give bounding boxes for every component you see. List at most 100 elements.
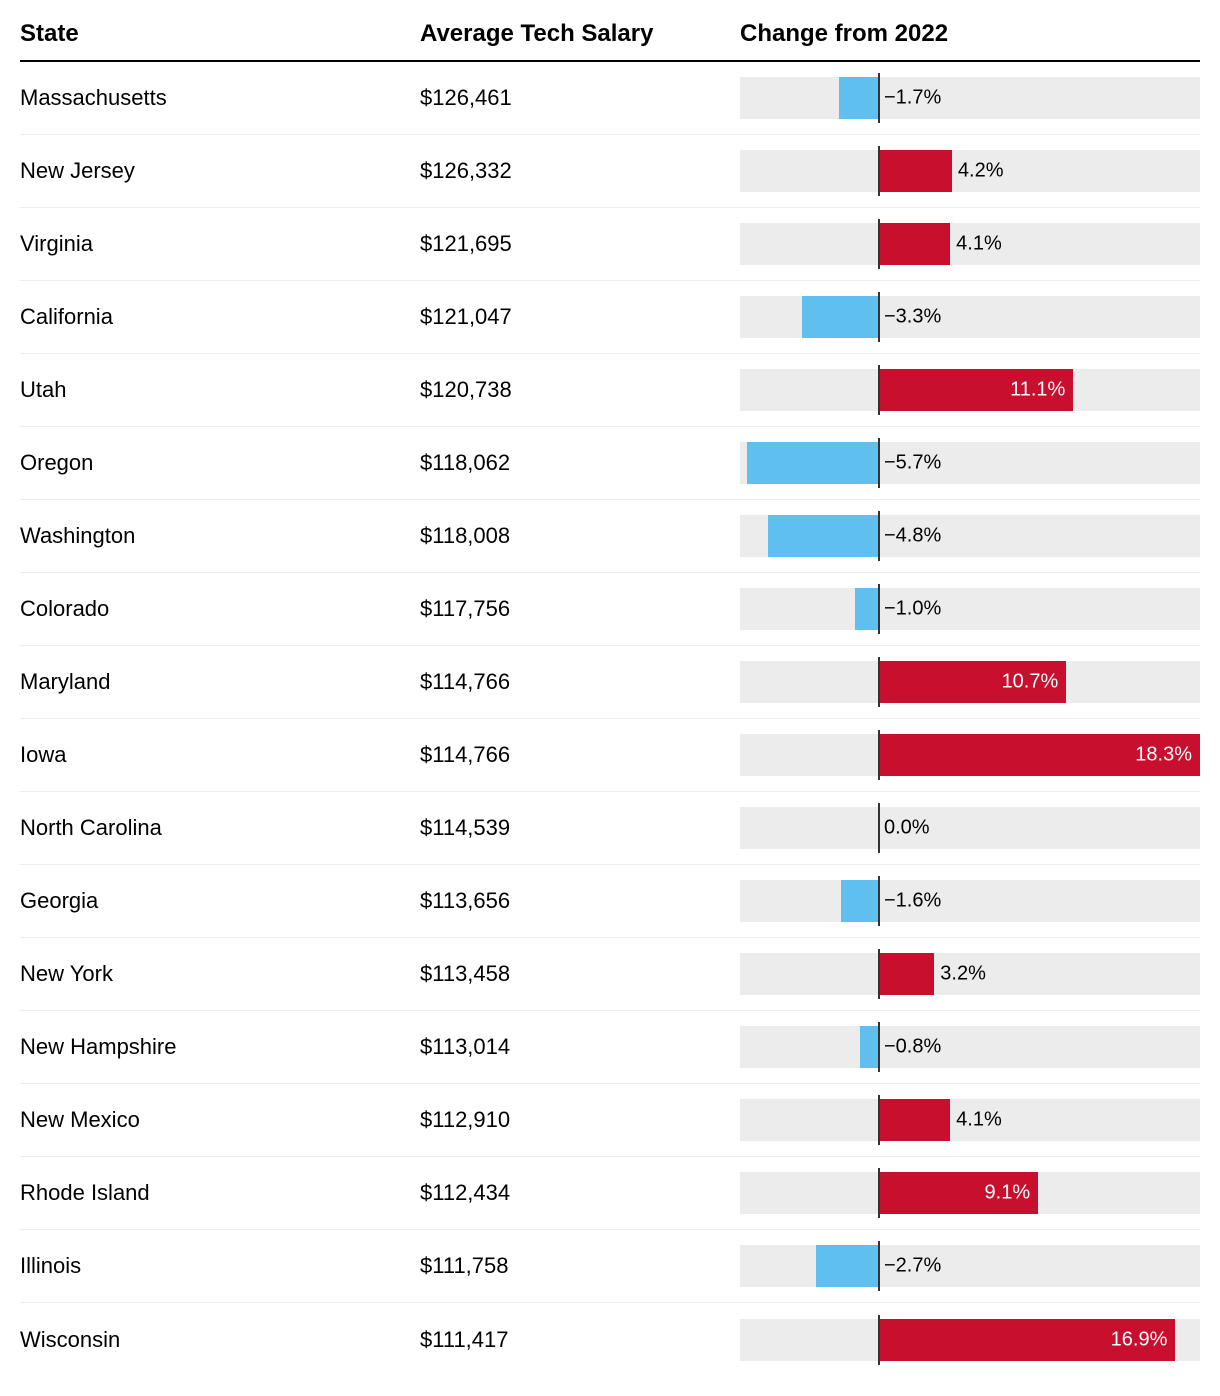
- state-cell: New Hampshire: [20, 1034, 420, 1060]
- table-row: New York$113,458 3.2%: [20, 938, 1200, 1011]
- change-bar-cell: −5.7%: [740, 442, 1200, 484]
- bar-axis: [878, 803, 880, 853]
- bar-fill: [839, 77, 878, 119]
- table-row: Wisconsin$111,41716.9%: [20, 1303, 1200, 1376]
- bar-label: 10.7%: [1002, 671, 1067, 694]
- bar-axis: [878, 1315, 880, 1365]
- bar-label: −2.7%: [884, 1255, 941, 1278]
- state-cell: Iowa: [20, 742, 420, 768]
- table-row: Iowa$114,766 18.3%: [20, 719, 1200, 792]
- column-header-state: State: [20, 20, 420, 48]
- change-bar-cell: 0.0%: [740, 807, 1200, 849]
- change-bar-cell: −1.7%: [740, 77, 1200, 119]
- bar-axis: [878, 1241, 880, 1291]
- bar-label: −5.7%: [884, 452, 941, 475]
- change-bar-cell: −1.6%: [740, 880, 1200, 922]
- bar-fill: [816, 1245, 878, 1287]
- table-header-row: State Average Tech Salary Change from 20…: [20, 20, 1200, 62]
- table-body: Massachusetts$126,461 −1.7% New Jersey$126…: [20, 62, 1200, 1376]
- bar-fill: [855, 588, 878, 630]
- table-row: North Carolina$114,5390.0%: [20, 792, 1200, 865]
- salary-cell: $111,417: [420, 1327, 740, 1353]
- bar-label: −1.7%: [884, 87, 941, 110]
- bar-axis: [878, 73, 880, 123]
- salary-cell: $113,458: [420, 961, 740, 987]
- table-row: Georgia$113,656 −1.6%: [20, 865, 1200, 938]
- change-bar-cell: −4.8%: [740, 515, 1200, 557]
- change-bar-cell: 3.2%: [740, 953, 1200, 995]
- state-cell: Illinois: [20, 1253, 420, 1279]
- bar-label: 4.2%: [958, 160, 1004, 183]
- change-bar-cell: 4.1%: [740, 223, 1200, 265]
- bar-fill: [768, 515, 878, 557]
- change-bar-cell: −0.8%: [740, 1026, 1200, 1068]
- bar-background: [740, 880, 1200, 922]
- bar-fill: [841, 880, 878, 922]
- salary-cell: $112,434: [420, 1180, 740, 1206]
- salary-cell: $117,756: [420, 596, 740, 622]
- bar-label: 0.0%: [884, 817, 930, 840]
- bar-label: 9.1%: [985, 1182, 1039, 1205]
- bar-fill: [878, 150, 952, 192]
- bar-label: −0.8%: [884, 1036, 941, 1059]
- table-row: Virginia$121,6954.1%: [20, 208, 1200, 281]
- bar-label: 16.9%: [1111, 1328, 1176, 1351]
- bar-label: 18.3%: [1135, 744, 1200, 767]
- state-cell: California: [20, 304, 420, 330]
- salary-cell: $121,047: [420, 304, 740, 330]
- change-bar-cell: 4.1%: [740, 1099, 1200, 1141]
- salary-table: State Average Tech Salary Change from 20…: [20, 20, 1200, 1376]
- bar-fill: [878, 1099, 950, 1141]
- state-cell: Rhode Island: [20, 1180, 420, 1206]
- state-cell: Massachusetts: [20, 85, 420, 111]
- bar-label: −3.3%: [884, 306, 941, 329]
- salary-cell: $126,332: [420, 158, 740, 184]
- change-bar-cell: −3.3%: [740, 296, 1200, 338]
- bar-background: [740, 807, 1200, 849]
- table-row: New Mexico$112,9104.1%: [20, 1084, 1200, 1157]
- state-cell: New Mexico: [20, 1107, 420, 1133]
- bar-axis: [878, 146, 880, 196]
- bar-fill: [747, 442, 878, 484]
- bar-axis: [878, 1022, 880, 1072]
- bar-background: [740, 1026, 1200, 1068]
- state-cell: Washington: [20, 523, 420, 549]
- change-bar-cell: 10.7%: [740, 661, 1200, 703]
- salary-cell: $126,461: [420, 85, 740, 111]
- column-header-change: Change from 2022: [740, 20, 1200, 48]
- salary-cell: $118,008: [420, 523, 740, 549]
- bar-background: [740, 1245, 1200, 1287]
- salary-cell: $113,014: [420, 1034, 740, 1060]
- bar-background: [740, 588, 1200, 630]
- state-cell: Georgia: [20, 888, 420, 914]
- table-row: Washington$118,008 −4.8%: [20, 500, 1200, 573]
- bar-label: 3.2%: [940, 963, 986, 986]
- change-bar-cell: 11.1%: [740, 369, 1200, 411]
- salary-cell: $114,766: [420, 742, 740, 768]
- table-row: Colorado$117,756−1.0%: [20, 573, 1200, 646]
- salary-cell: $111,758: [420, 1253, 740, 1279]
- salary-cell: $113,656: [420, 888, 740, 914]
- state-cell: New York: [20, 961, 420, 987]
- bar-axis: [878, 949, 880, 999]
- salary-cell: $118,062: [420, 450, 740, 476]
- change-bar-cell: 9.1%: [740, 1172, 1200, 1214]
- bar-fill: [860, 1026, 878, 1068]
- bar-label: −1.6%: [884, 890, 941, 913]
- table-row: Rhode Island$112,434 9.1%: [20, 1157, 1200, 1230]
- salary-cell: $114,539: [420, 815, 740, 841]
- change-bar-cell: 16.9%: [740, 1319, 1200, 1361]
- bar-label: −4.8%: [884, 525, 941, 548]
- change-bar-cell: −1.0%: [740, 588, 1200, 630]
- change-bar-cell: 4.2%: [740, 150, 1200, 192]
- bar-axis: [878, 438, 880, 488]
- bar-axis: [878, 219, 880, 269]
- salary-cell: $120,738: [420, 377, 740, 403]
- state-cell: New Jersey: [20, 158, 420, 184]
- state-cell: Utah: [20, 377, 420, 403]
- bar-label: 4.1%: [956, 233, 1002, 256]
- table-row: Massachusetts$126,461 −1.7%: [20, 62, 1200, 135]
- bar-label: −1.0%: [884, 598, 941, 621]
- table-row: Maryland$114,76610.7%: [20, 646, 1200, 719]
- salary-cell: $114,766: [420, 669, 740, 695]
